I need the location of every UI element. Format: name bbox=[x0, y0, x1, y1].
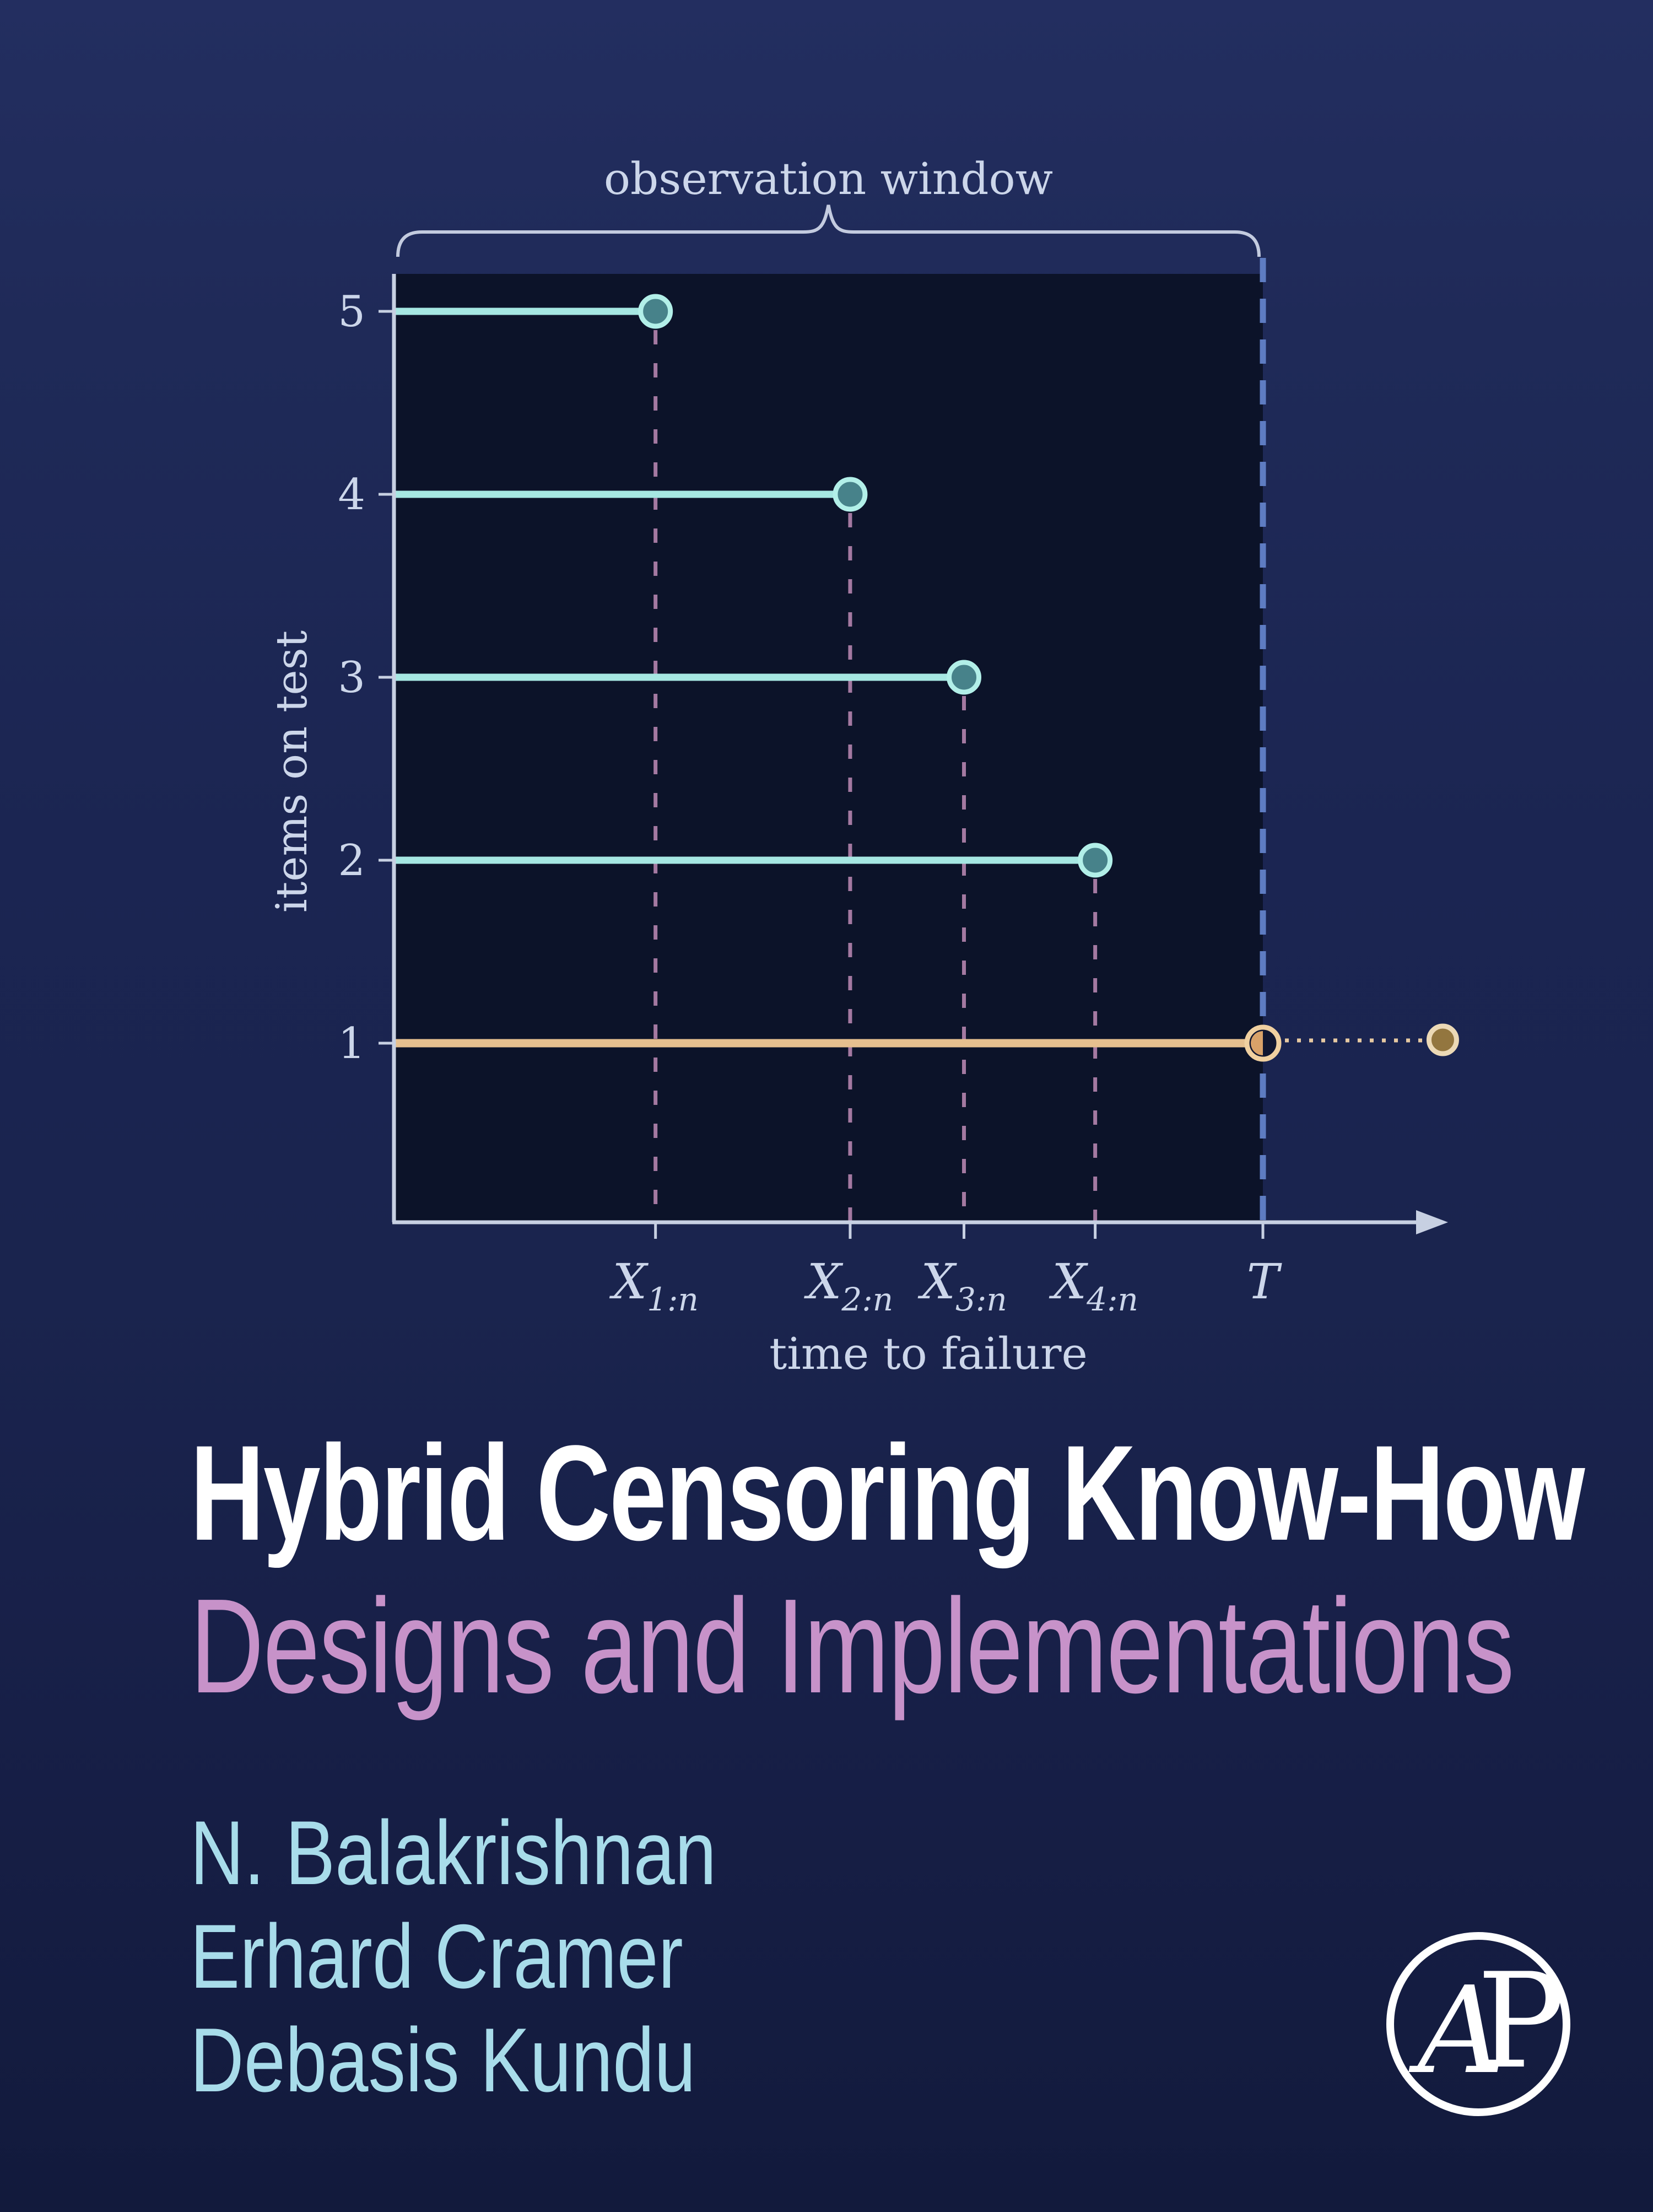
logo-letter-a: A bbox=[1408, 1961, 1504, 2101]
x-tick-label: X1:n bbox=[609, 1253, 698, 1318]
book-title: Hybrid Censoring Know-How bbox=[190, 1417, 1585, 1569]
x-tick-label: X2:n bbox=[804, 1253, 893, 1318]
author-list: N. Balakrishnan Erhard Cramer Debasis Ku… bbox=[190, 1801, 716, 2112]
failure-dot bbox=[638, 294, 673, 329]
logo-circle bbox=[1386, 1932, 1570, 2116]
academic-press-logo-icon: A P bbox=[1386, 1932, 1570, 2116]
y-tick-label: 2 bbox=[338, 836, 365, 886]
logo-letter-p: P bbox=[1477, 1945, 1565, 2098]
observation-window-label: observation window bbox=[604, 153, 1053, 204]
y-tick-label: 1 bbox=[338, 1019, 365, 1069]
plot-area bbox=[394, 274, 1263, 1222]
x-tick-label: X4:n bbox=[1049, 1253, 1138, 1318]
author-name: N. Balakrishnan bbox=[190, 1802, 717, 1903]
x-axis-title: time to failure bbox=[769, 1328, 1088, 1379]
actual-failure-dot bbox=[1426, 1023, 1459, 1056]
y-tick-label: 3 bbox=[338, 653, 365, 703]
y-tick-label: 4 bbox=[338, 470, 365, 520]
author-name: Erhard Cramer bbox=[190, 1906, 683, 2008]
book-subtitle: Designs and Implementations bbox=[190, 1571, 1514, 1721]
y-tick-label: 5 bbox=[338, 287, 365, 337]
failure-dot bbox=[1078, 843, 1113, 878]
y-axis-title: items on test bbox=[267, 630, 317, 913]
failure-dot bbox=[833, 477, 868, 512]
x-tick-label: T bbox=[1247, 1253, 1283, 1310]
x-tick-label: X3:n bbox=[917, 1253, 1007, 1318]
censoring-scheme-chart: observation window 1 2 3 4 5 X1:n X2:n X3:n X4:n T… bbox=[267, 153, 1459, 1379]
failure-dot bbox=[947, 660, 982, 695]
x-axis-arrowhead bbox=[1416, 1210, 1448, 1234]
author-name: Debasis Kundu bbox=[190, 2009, 696, 2111]
observation-window-brace bbox=[396, 204, 1261, 257]
censoring-dot-half-fill bbox=[1251, 1031, 1263, 1055]
